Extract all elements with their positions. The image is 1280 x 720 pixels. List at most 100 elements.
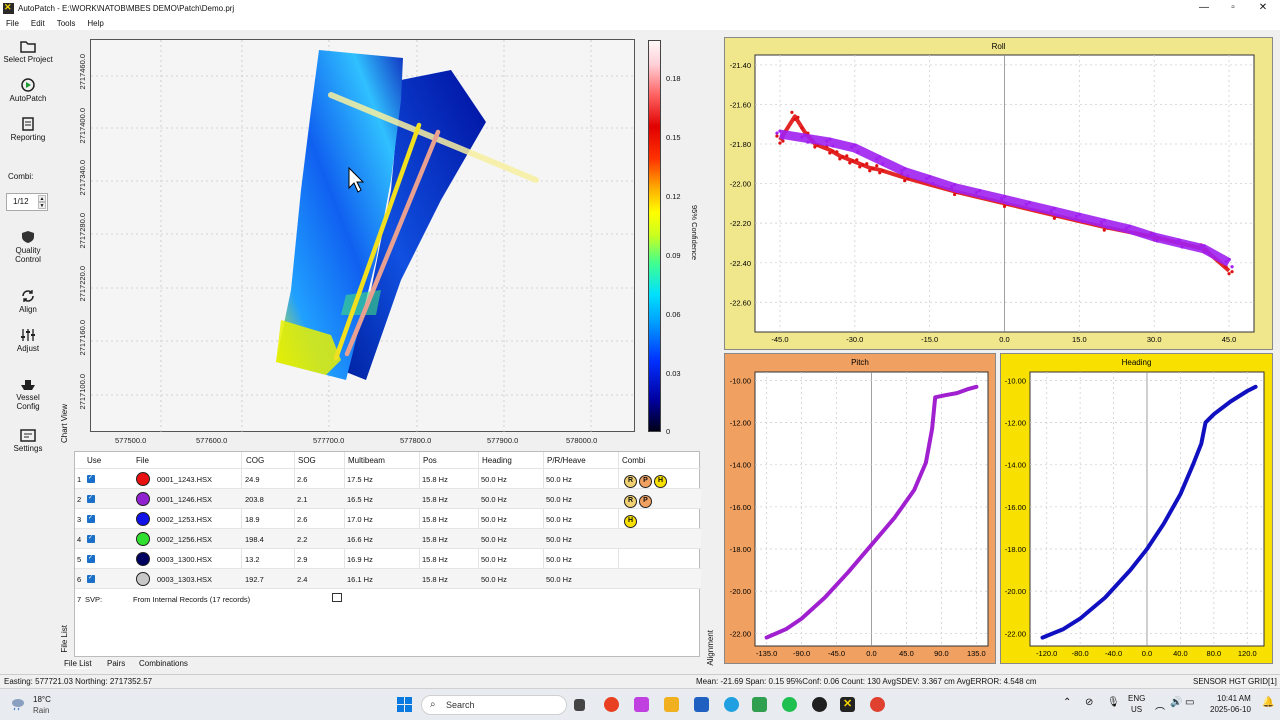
table-row[interactable]: 5 0003_1300.HSX 13.2 2.9 16.9 Hz 15.8 Hz 50.0 …: [75, 548, 701, 568]
edge-icon[interactable]: [724, 697, 739, 712]
app-icon-2[interactable]: [812, 697, 827, 712]
volume-icon[interactable]: 🔊: [1170, 697, 1183, 708]
spin-down-icon[interactable]: ▼: [38, 202, 46, 209]
combi-badge[interactable]: H: [654, 475, 667, 488]
minimize-button[interactable]: —: [1199, 2, 1209, 13]
copilot-icon[interactable]: [634, 697, 649, 712]
sensor-height-indicator[interactable]: SENSOR HGT: [1193, 677, 1246, 686]
taskbar-search[interactable]: ⌕ Search: [421, 695, 567, 715]
microphone-icon[interactable]: 🎙: [1107, 697, 1120, 708]
file-color-swatch[interactable]: [136, 552, 150, 566]
col-use[interactable]: Use: [87, 456, 102, 465]
spin-up-icon[interactable]: ▲: [38, 195, 46, 202]
network-off-icon[interactable]: ⊘: [1085, 697, 1094, 708]
notification-bell-icon[interactable]: 🔔: [1262, 697, 1275, 708]
close-button[interactable]: ✕: [1258, 2, 1268, 13]
prh-rate: 50.0 Hz: [546, 575, 572, 584]
table-row[interactable]: 3 0002_1253.HSX 18.9 2.6 17.0 Hz 15.8 Hz 50.0 …: [75, 508, 701, 528]
col-cog[interactable]: COG: [246, 456, 265, 465]
roll-data-point: [790, 110, 794, 114]
multibeam-rate: 16.5 Hz: [347, 495, 373, 504]
use-checkbox[interactable]: [87, 534, 95, 543]
wifi-icon[interactable]: ︵: [1155, 701, 1165, 712]
table-row[interactable]: 2 0001_1246.HSX 203.8 2.1 16.5 Hz 15.8 Hz 50.0…: [75, 488, 701, 508]
menu-help[interactable]: Help: [87, 18, 104, 28]
coverage-map[interactable]: [90, 39, 636, 433]
file-color-swatch[interactable]: [136, 572, 150, 586]
use-checkbox[interactable]: [87, 494, 95, 503]
store-icon[interactable]: [694, 697, 709, 712]
menu-file[interactable]: File: [6, 18, 19, 28]
region-indicator[interactable]: US: [1131, 705, 1143, 714]
clock-time[interactable]: 10:41 AM: [1217, 694, 1251, 703]
settings-button[interactable]: Settings: [0, 428, 56, 453]
language-indicator[interactable]: ENG: [1128, 694, 1146, 703]
combi-badge[interactable]: P: [639, 495, 652, 508]
weather-desc[interactable]: Rain: [33, 706, 50, 715]
col-pos[interactable]: Pos: [423, 456, 437, 465]
col-heading[interactable]: Heading: [482, 456, 512, 465]
coverage-map-canvas: [91, 40, 636, 433]
chevron-up-icon[interactable]: ⌃: [1063, 697, 1072, 708]
file-explorer-icon[interactable]: [664, 697, 679, 712]
settings-icon: [20, 429, 36, 442]
roll-data-point: [835, 150, 839, 154]
file-color-swatch[interactable]: [136, 532, 150, 546]
file-color-swatch[interactable]: [136, 512, 150, 526]
menu-tools[interactable]: Tools: [56, 18, 76, 28]
autopatch-button[interactable]: AutoPatch: [0, 78, 56, 103]
vessel-config-button[interactable]: Vessel Config: [0, 377, 56, 411]
col-file[interactable]: File: [136, 456, 149, 465]
col-sog[interactable]: SOG: [298, 456, 316, 465]
app-icon-1[interactable]: [604, 697, 619, 712]
roll-data-point: [806, 140, 810, 144]
roll-data-point: [856, 150, 860, 154]
svp-browse-icon[interactable]: [332, 593, 342, 602]
reporting-button[interactable]: Reporting: [0, 117, 56, 142]
roll-data-point: [1227, 272, 1231, 276]
table-row[interactable]: 1 0001_1243.HSX 24.9 2.6 17.5 Hz 15.8 Hz 50.0 …: [75, 468, 701, 488]
combi-badge[interactable]: R: [624, 495, 637, 508]
menu-edit[interactable]: Edit: [30, 18, 45, 28]
use-checkbox[interactable]: [87, 574, 95, 583]
adjust-button[interactable]: Adjust: [0, 328, 56, 353]
file-color-swatch[interactable]: [136, 472, 150, 486]
combi-badge[interactable]: P: [639, 475, 652, 488]
map-x-tick: 577700.0: [313, 436, 345, 445]
tab-file-list[interactable]: File List: [64, 659, 92, 669]
tab-pairs[interactable]: Pairs: [107, 659, 126, 668]
col-prh[interactable]: P/R/Heave: [547, 456, 586, 465]
prh-rate: 50.0 Hz: [546, 515, 572, 524]
heading-y-tick: -14.00: [1005, 461, 1026, 470]
task-view-icon[interactable]: [574, 699, 585, 711]
combi-badge[interactable]: H: [624, 515, 637, 528]
align-button[interactable]: Align: [0, 289, 56, 314]
tab-combinations[interactable]: Combinations: [139, 659, 188, 668]
use-checkbox[interactable]: [87, 474, 95, 483]
whatsapp-icon[interactable]: [782, 697, 797, 712]
use-checkbox[interactable]: [87, 514, 95, 523]
battery-icon[interactable]: ▭: [1185, 697, 1195, 708]
autopatch-taskbar-icon[interactable]: ✕: [840, 697, 855, 712]
quality-control-button[interactable]: Quality Control: [0, 230, 56, 264]
roll-data-point: [775, 131, 779, 135]
col-multibeam[interactable]: Multibeam: [348, 456, 385, 465]
weather-temp[interactable]: 18°C: [33, 695, 51, 704]
col-combi[interactable]: Combi: [622, 456, 646, 465]
grid-indicator[interactable]: GRID[1]: [1248, 677, 1277, 686]
heading-panel: [1000, 353, 1273, 664]
clock-date[interactable]: 2025-06-10: [1210, 705, 1251, 714]
maximize-button[interactable]: ▫: [1231, 2, 1235, 13]
combi-spinbox[interactable]: 1/12 ▲ ▼: [6, 193, 48, 211]
use-checkbox[interactable]: [87, 554, 95, 563]
combi-badge[interactable]: R: [624, 475, 637, 488]
file-table: Use File COG SOG Multibeam Pos Heading P…: [74, 451, 701, 657]
drive-icon[interactable]: [752, 697, 767, 712]
table-row[interactable]: 4 0002_1256.HSX 198.4 2.2 16.6 Hz 15.8 Hz 50.0…: [75, 528, 701, 548]
windows-start-icon[interactable]: [397, 697, 412, 712]
select-project-button[interactable]: Select Project: [0, 39, 56, 64]
pitch-y-tick: -18.00: [730, 545, 751, 554]
chrome-icon[interactable]: [870, 697, 885, 712]
table-row[interactable]: 6 0003_1303.HSX 192.7 2.4 16.1 Hz 15.8 Hz 50.0…: [75, 568, 701, 588]
file-color-swatch[interactable]: [136, 492, 150, 506]
